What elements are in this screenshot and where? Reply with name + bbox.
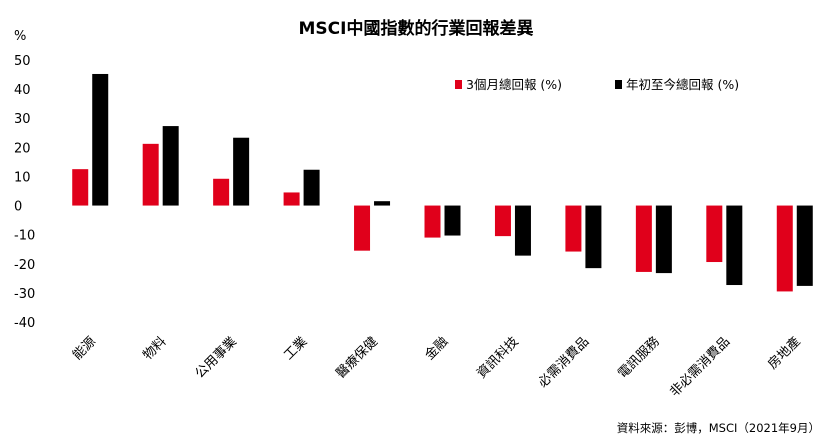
bar-ytd xyxy=(92,73,109,206)
bar-ytd xyxy=(303,169,320,206)
category-label: 公用事業 xyxy=(192,334,240,382)
category-label: 能源 xyxy=(70,334,99,363)
bar-three-month xyxy=(424,205,441,238)
y-tick-label: 30 xyxy=(14,112,31,127)
bar-ytd xyxy=(233,137,250,206)
category-label: 物料 xyxy=(141,334,170,363)
bar-ytd xyxy=(374,201,391,206)
bar-three-month xyxy=(354,205,371,251)
y-tick-label: -40 xyxy=(14,316,35,331)
bar-ytd xyxy=(726,205,743,286)
y-tick-label: 40 xyxy=(14,83,31,98)
legend-label: 3個月總回報 (%) xyxy=(466,77,562,92)
bar-ytd xyxy=(796,205,813,286)
bar-three-month xyxy=(142,143,159,206)
legend-swatch xyxy=(455,80,462,89)
bar-ytd xyxy=(655,205,672,274)
bar-three-month xyxy=(283,192,300,206)
y-tick-label: 20 xyxy=(14,141,31,156)
bar-three-month xyxy=(635,205,652,272)
bar-three-month xyxy=(494,205,511,237)
legend-label: 年初至今總回報 (%) xyxy=(626,77,739,92)
legend-swatch xyxy=(615,80,622,89)
y-axis-unit: % xyxy=(14,29,26,44)
category-label: 工業 xyxy=(281,334,311,364)
bar-three-month xyxy=(565,205,582,252)
y-tick-label: -20 xyxy=(14,258,35,273)
y-tick-label: 0 xyxy=(14,200,22,215)
y-tick-label: 50 xyxy=(14,54,31,69)
bar-three-month xyxy=(72,169,89,206)
bar-ytd xyxy=(514,205,531,256)
bar-three-month xyxy=(706,205,723,263)
category-label: 必需消費品 xyxy=(536,334,593,391)
y-tick-label: 10 xyxy=(14,170,31,185)
category-label: 醫療保健 xyxy=(333,334,380,381)
bar-ytd xyxy=(585,205,602,269)
source-note: 資料來源：彭博，MSCI（2021年9月） xyxy=(617,421,820,435)
bar-ytd xyxy=(444,205,461,236)
chart-title: MSCI中國指數的行業回報差異 xyxy=(299,18,534,39)
y-tick-label: -30 xyxy=(14,287,35,302)
bar-three-month xyxy=(213,178,230,206)
category-label: 房地產 xyxy=(765,334,804,373)
category-label: 金融 xyxy=(422,334,452,364)
y-tick-label: -10 xyxy=(14,229,35,244)
bar-three-month xyxy=(776,205,793,292)
category-label: 非必需消費品 xyxy=(667,334,733,400)
category-label: 資訊科技 xyxy=(474,334,521,381)
bar-ytd xyxy=(162,126,179,206)
category-label: 電訊服務 xyxy=(615,334,662,381)
